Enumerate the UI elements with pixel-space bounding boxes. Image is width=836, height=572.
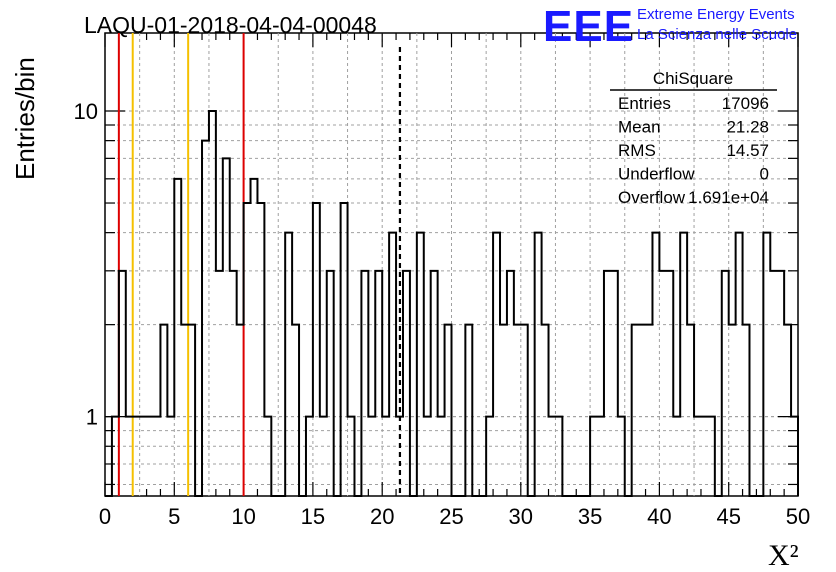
x-tick-label: 15 [301,504,325,529]
stats-rows: Entries 17096 Mean 21.28 RMS 14.57 Underflow 0 O… [618,94,769,207]
x-tick-label: 35 [578,504,602,529]
stats-value: 14.57 [726,141,769,160]
stats-box: ChiSquare Entries 17096 Mean 21.28 RMS 14.57 U… [610,69,777,207]
y-axis-label: Entries/bin [10,57,40,180]
x-axis-label: X² [768,539,799,572]
stats-label: Overflow [618,188,686,207]
stats-value: 0 [760,165,769,184]
y-tick-label: 10 [74,99,98,124]
y-tick-labels: 1 10 [74,99,98,430]
histogram-line [105,110,799,497]
stats-value: 17096 [722,94,769,113]
run-title: LAQU-01-2018-04-04-00048 [84,12,377,38]
x-tick-label: 50 [786,504,810,529]
x-tick-labels: 0 5 10 15 20 25 30 35 40 45 50 [99,504,810,529]
reference-lines [117,33,402,496]
stats-value: 1.691e+04 [688,188,769,207]
x-tick-label: 5 [168,504,180,529]
x-tick-label: 45 [716,504,740,529]
x-tick-label: 25 [439,504,463,529]
x-tick-label: 0 [99,504,111,529]
stats-value: 21.28 [726,118,769,137]
eee-logo: EEE [543,2,634,51]
x-tick-label: 10 [231,504,255,529]
stats-label: RMS [618,141,656,160]
y-tick-label: 1 [86,405,98,430]
x-tick-label: 40 [647,504,671,529]
stats-label: Entries [618,94,671,113]
org-name-line2: La Scienza nelle Scuole [637,26,797,43]
stats-label: Underflow [618,165,695,184]
x-tick-label: 30 [509,504,533,529]
org-name-line1: Extreme Energy Events [637,6,795,23]
stats-label: Mean [618,118,661,137]
stats-title: ChiSquare [653,69,733,88]
x-tick-label: 20 [370,504,394,529]
